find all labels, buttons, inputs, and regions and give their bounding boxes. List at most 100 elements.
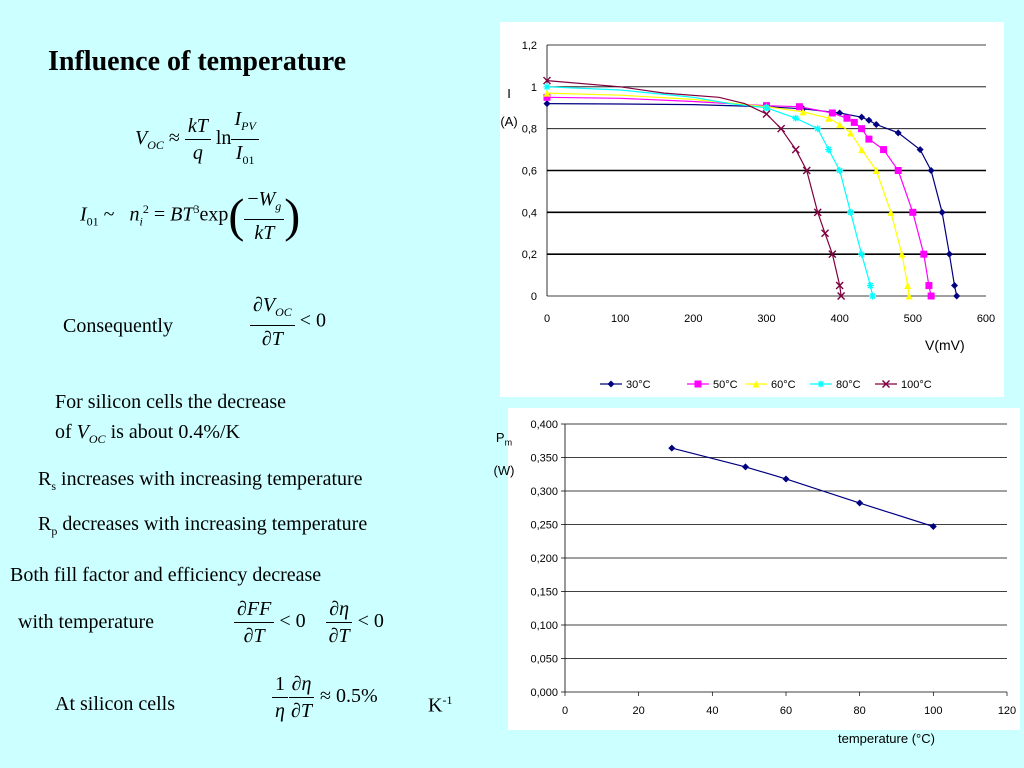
iv-data-point bbox=[904, 282, 912, 290]
iv-data-point bbox=[920, 250, 928, 258]
iv-data-point bbox=[865, 135, 873, 143]
iv-xlabel: V(mV) bbox=[925, 337, 965, 353]
i01-formula: I01 ~ ni2 = BT3exp(−Wg kT) bbox=[80, 188, 301, 244]
iv-data-point bbox=[951, 282, 959, 290]
iv-data-point bbox=[777, 124, 786, 133]
pm-ylabel: Pm (W) bbox=[487, 424, 521, 485]
pm-x-tick-label: 120 bbox=[998, 705, 1016, 717]
pm-chart-panel: 0,000 0,050 0,100 0,150 0,200 0,250 0,300 0,350… bbox=[508, 408, 1020, 730]
iv-ylabel: I (A) bbox=[494, 80, 524, 136]
iv-data-point bbox=[847, 129, 855, 137]
iv-data-point bbox=[543, 89, 551, 97]
iv-x-tick-label: 400 bbox=[830, 313, 848, 325]
pm-data-point bbox=[929, 523, 937, 531]
iv-data-point bbox=[872, 120, 880, 128]
pm-data-point bbox=[782, 475, 790, 483]
legend-label: 50°C bbox=[713, 379, 738, 391]
iv-data-point bbox=[762, 110, 771, 119]
iv-data-point bbox=[836, 120, 844, 128]
iv-data-point bbox=[821, 229, 830, 238]
iv-x-tick-label: 0 bbox=[544, 313, 550, 325]
pm-y-tick-label: 0,200 bbox=[530, 553, 558, 565]
iv-data-point bbox=[880, 146, 888, 154]
iv-data-point bbox=[813, 208, 822, 217]
pm-ylabel-unit: (W) bbox=[493, 462, 515, 478]
pm-data-point bbox=[856, 499, 864, 507]
iv-data-point bbox=[938, 208, 946, 216]
pm-chart: 0,000 0,050 0,100 0,150 0,200 0,250 0,300 0,350… bbox=[530, 419, 1016, 717]
iv-data-point bbox=[825, 146, 833, 154]
iv-data-point bbox=[872, 167, 880, 174]
fill-factor-line1: Both fill factor and efficiency decrease bbox=[10, 564, 322, 586]
iv-series-line bbox=[546, 80, 842, 297]
iv-ylabel-unit: (A) bbox=[500, 114, 518, 129]
iv-x-tick-label: 300 bbox=[757, 313, 775, 325]
iv-data-point bbox=[894, 129, 902, 137]
pm-y-tick-label: 0,350 bbox=[530, 453, 558, 465]
iv-data-point bbox=[953, 292, 961, 300]
pm-y-tick-label: 0,400 bbox=[530, 419, 558, 431]
iv-chart-panel: 0 0,2 0,4 0,6 0,8 1 1,2 0 100 200 300 400 500 600 30°C… bbox=[500, 22, 1004, 397]
iv-ylabel-i: I bbox=[507, 86, 511, 101]
rp-statement: Rp decreases with increasing temperature bbox=[38, 513, 368, 538]
pm-y-tick-label: 0,050 bbox=[530, 654, 558, 666]
pm-data-point bbox=[668, 444, 676, 452]
slide-title: Influence of temperature bbox=[48, 46, 347, 77]
dvoc-dt-formula: ∂VOC ∂T < 0 bbox=[250, 292, 326, 352]
rs-statement: Rs increases with increasing temperature bbox=[38, 468, 363, 493]
pm-x-tick-label: 40 bbox=[706, 705, 718, 717]
iv-data-point bbox=[927, 167, 935, 174]
iv-y-tick-label: 0,6 bbox=[522, 166, 537, 178]
pm-x-tick-label: 0 bbox=[562, 705, 568, 717]
pm-x-tick-label: 60 bbox=[780, 705, 792, 717]
iv-data-point bbox=[858, 146, 866, 154]
dff-dt-formula: ∂FF ∂T < 0 ∂η ∂T < 0 bbox=[234, 596, 384, 649]
legend-swatch-marker bbox=[694, 380, 702, 388]
iv-series-line bbox=[546, 86, 874, 297]
pm-ylabel-p: Pm bbox=[495, 430, 513, 448]
iv-x-tick-label: 200 bbox=[684, 313, 702, 325]
iv-data-point bbox=[869, 292, 877, 300]
silicon-decrease-line1: For silicon cells the decrease bbox=[55, 391, 287, 413]
iv-x-tick-label: 600 bbox=[977, 313, 995, 325]
legend-swatch-marker bbox=[607, 380, 615, 388]
iv-x-tick-label: 500 bbox=[904, 313, 922, 325]
legend-label: 30°C bbox=[626, 379, 651, 391]
iv-data-point bbox=[847, 208, 855, 216]
iv-data-point bbox=[837, 292, 846, 300]
iv-data-point bbox=[814, 125, 822, 133]
iv-data-point bbox=[887, 208, 895, 216]
pm-xlabel: temperature (°C) bbox=[838, 731, 935, 746]
iv-y-tick-label: 0,8 bbox=[522, 124, 537, 136]
iv-y-tick-label: 0 bbox=[531, 291, 537, 303]
silicon-decrease-line2: of VOC is about 0.4%/K bbox=[55, 421, 240, 446]
iv-data-point bbox=[927, 292, 935, 300]
iv-data-point bbox=[858, 250, 866, 258]
iv-data-point bbox=[791, 145, 800, 154]
voc-formula: VOC ≈ kT q ln IPV I01 bbox=[135, 106, 259, 173]
iv-data-point bbox=[802, 166, 811, 175]
legend-label: 80°C bbox=[836, 379, 861, 391]
pm-y-tick-label: 0,000 bbox=[530, 687, 558, 699]
iv-y-tick-label: 1 bbox=[531, 82, 537, 94]
iv-data-point bbox=[898, 250, 906, 258]
iv-data-point bbox=[850, 118, 858, 126]
iv-data-point bbox=[894, 167, 902, 174]
iv-data-point bbox=[763, 104, 770, 112]
iv-data-point bbox=[925, 282, 933, 290]
iv-data-point bbox=[828, 250, 837, 259]
iv-data-point bbox=[543, 83, 551, 91]
pm-y-tick-label: 0,300 bbox=[530, 486, 558, 498]
iv-data-point bbox=[865, 116, 873, 124]
iv-data-point bbox=[945, 250, 953, 258]
legend-label: 60°C bbox=[771, 379, 796, 391]
legend-label: 100°C bbox=[901, 379, 932, 391]
iv-data-point bbox=[905, 292, 913, 300]
pm-x-tick-label: 80 bbox=[854, 705, 866, 717]
iv-data-point bbox=[543, 76, 551, 85]
iv-data-point bbox=[543, 100, 551, 108]
pm-x-tick-label: 100 bbox=[924, 705, 942, 717]
iv-data-point bbox=[825, 114, 833, 122]
iv-y-tick-label: 0,2 bbox=[522, 249, 537, 261]
iv-data-point bbox=[843, 114, 851, 122]
